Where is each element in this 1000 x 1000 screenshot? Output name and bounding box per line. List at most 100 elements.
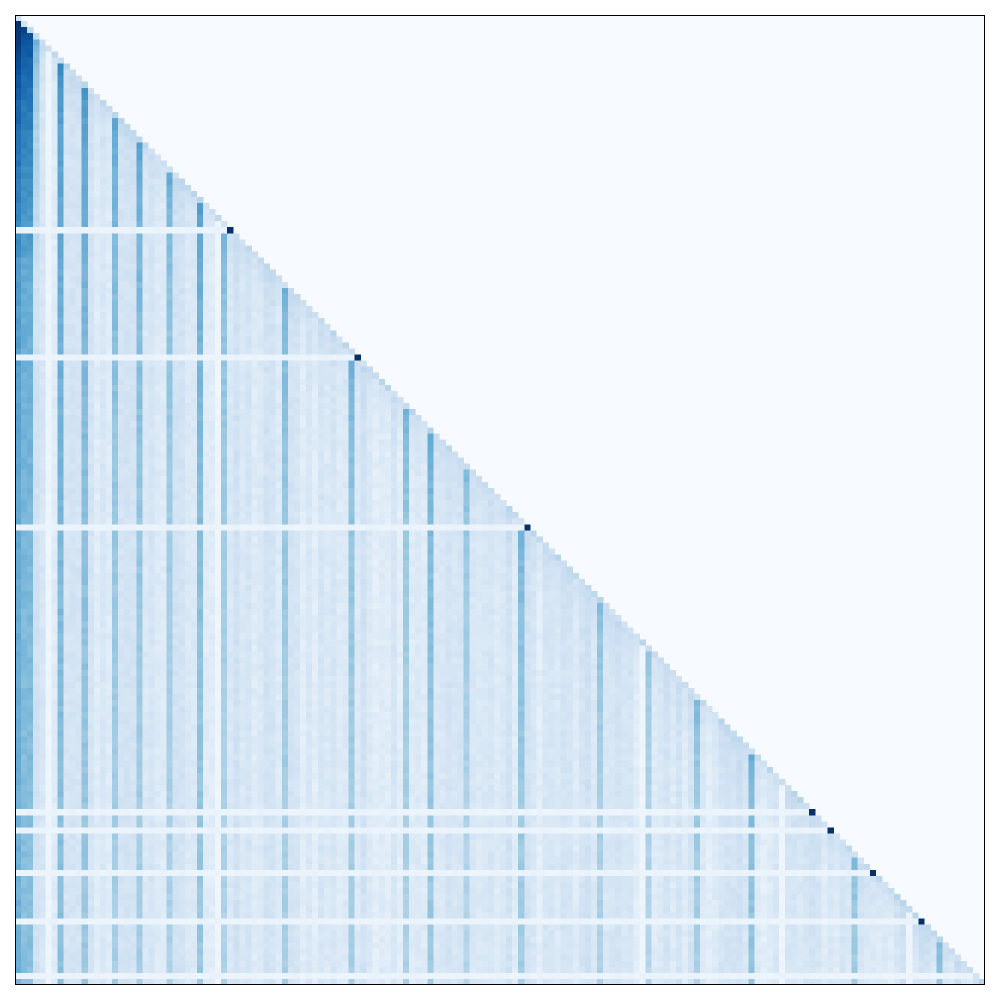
heatmap-cell [21,560,28,568]
heatmap-cell [57,578,64,586]
heatmap-cell [287,318,295,325]
heatmap-cell [287,451,295,458]
heatmap-cell [239,572,246,580]
heatmap-cell [21,597,28,604]
heatmap-cell [21,481,28,489]
heatmap-cell [439,524,446,531]
heatmap-cell [118,178,125,186]
heatmap-cell [366,493,374,501]
heatmap-cell [124,451,131,458]
heatmap-cell [27,597,34,604]
heatmap-cell [293,512,301,519]
heatmap-cell [493,512,501,519]
heatmap-cell [275,566,283,574]
heatmap-cell [597,597,604,604]
heatmap-cell [63,293,70,301]
heatmap-cell [251,518,258,525]
heatmap-cell [409,512,416,519]
heatmap-cell [215,324,222,331]
heatmap-cell [112,215,119,222]
heatmap-cell [306,324,313,331]
heatmap-cell [239,299,246,307]
heatmap-cell [136,609,143,616]
heatmap-cell [481,481,489,489]
heatmap-cell [475,566,483,574]
heatmap-cell [21,275,28,283]
heatmap-cell [281,312,289,319]
heatmap-cell [33,475,40,483]
heatmap-cell [190,475,198,483]
heatmap-cell [202,597,210,604]
heatmap-cell [178,463,186,471]
heatmap-cell [178,318,186,325]
heatmap-cell [215,378,222,386]
heatmap-cell [172,287,180,295]
heatmap-cell [221,554,228,561]
heatmap-cell [130,178,137,186]
heatmap-cell [21,396,28,404]
heatmap-cell [281,530,289,537]
heatmap-cell [33,87,40,95]
heatmap-cell [39,160,46,167]
heatmap-cell [354,439,361,446]
heatmap-cell [39,312,46,319]
heatmap-cell [548,554,555,561]
heatmap-cell [421,481,428,489]
heatmap-cell [15,584,22,592]
heatmap-cell [360,566,367,574]
heatmap-cell [63,221,70,228]
heatmap-cell [93,318,101,325]
heatmap-cell [160,263,167,270]
heatmap-cell [584,597,592,604]
heatmap-cell [275,330,283,337]
heatmap-cell [105,366,113,374]
heatmap-cell [81,609,89,616]
heatmap-cell [69,481,76,489]
heatmap-cell [221,354,228,361]
heatmap-cell [81,245,89,252]
heatmap-cell [306,354,313,361]
heatmap-cell [93,166,101,173]
heatmap-cell [245,348,252,355]
heatmap-cell [190,615,198,622]
heatmap-cell [196,421,204,428]
heatmap-cell [63,148,70,155]
heatmap-cell [384,512,392,519]
heatmap-cell [105,427,113,434]
heatmap-cell [99,542,107,549]
heatmap-cell [348,469,355,477]
heatmap-cell [415,506,422,513]
heatmap-cell [124,330,131,337]
heatmap-cell [178,536,186,543]
heatmap-cell [57,493,64,501]
heatmap-cell [39,45,46,52]
heatmap-cell [221,330,228,337]
heatmap-cell [105,415,113,422]
heatmap-cell [15,336,22,343]
heatmap-cell [178,578,186,586]
heatmap-cell [251,542,258,549]
heatmap-cell [21,196,28,204]
heatmap-cell [81,457,89,464]
heatmap-cell [184,263,192,270]
heatmap-cell [318,500,325,507]
heatmap-cell [33,518,40,525]
heatmap-cell [215,366,222,374]
heatmap-cell [275,287,283,295]
heatmap-cell [427,609,434,616]
heatmap-cell [306,384,313,392]
heatmap-cell [306,500,313,507]
heatmap-cell [324,518,331,525]
heatmap-cell [130,202,137,210]
heatmap-cell [39,530,46,537]
heatmap-cell [160,603,167,610]
heatmap-cell [281,524,289,531]
heatmap-cell [342,572,349,580]
heatmap-cell [21,475,28,483]
heatmap-cell [105,245,113,252]
heatmap-cell [136,184,143,192]
heatmap-cell [372,536,380,543]
heatmap-cell [45,215,52,222]
heatmap-cell [154,590,161,598]
heatmap-cell [366,554,374,561]
